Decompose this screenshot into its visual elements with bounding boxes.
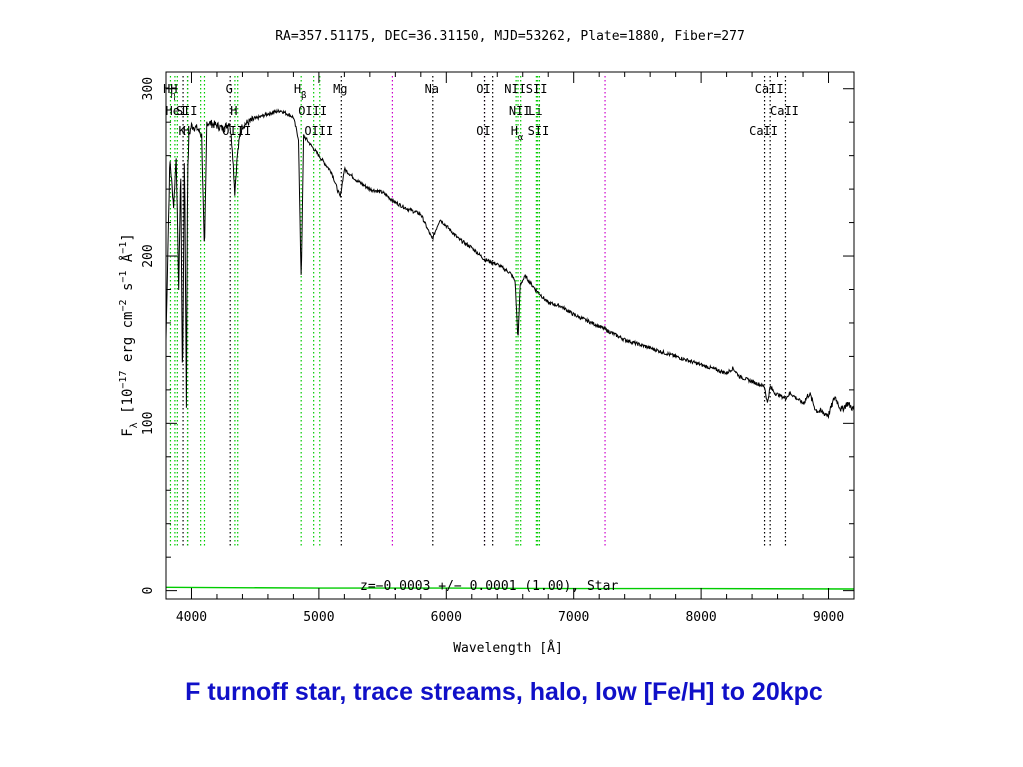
- y-axis-label-part-0: F: [120, 428, 136, 436]
- x-tick-label-4000: 4000: [176, 610, 207, 625]
- y-axis-label-part-9: −1: [118, 242, 129, 254]
- redshift-annotation: z=−0.0003 +/− 0.0001 (1.00), Star: [360, 579, 618, 594]
- y-axis-label-part-2: [10: [120, 389, 136, 423]
- slide-caption: F turnoff star, trace streams, halo, low…: [185, 678, 823, 706]
- x-tick-label-6000: 6000: [431, 610, 462, 625]
- line-label-12: OIII: [298, 104, 327, 118]
- line-label-25: SII: [528, 124, 550, 138]
- y-axis-label-part-10: ]: [120, 233, 136, 241]
- line-label-22: NII: [509, 104, 531, 118]
- line-label-5: SII: [176, 104, 198, 118]
- line-label-18: OI: [476, 124, 490, 138]
- line-label-3: K: [178, 124, 186, 138]
- line-label-29: CaII: [770, 104, 799, 118]
- x-tick-label-9000: 9000: [813, 610, 844, 625]
- chart-title: RA=357.51175, DEC=36.31150, MJD=53262, P…: [275, 29, 745, 44]
- x-axis-label: Wavelength [Å]: [453, 640, 563, 656]
- line-label-9: H: [230, 104, 237, 118]
- y-axis-label-part-6: s: [120, 283, 136, 300]
- x-axis-ticks: 4000 5000 6000 7000 8000 9000: [165, 72, 855, 625]
- y-axis-label-part-3: −17: [118, 371, 129, 389]
- y-axis-ticks: 0 100 200 300: [141, 77, 854, 595]
- line-label-sub-21: α: [518, 133, 524, 143]
- line-label-23: Li: [528, 104, 542, 118]
- line-label-24: SII: [526, 82, 548, 96]
- line-label-13: OIII: [304, 124, 333, 138]
- line-label-16: Na: [425, 82, 439, 96]
- x-tick-label-5000: 5000: [303, 610, 334, 625]
- x-tick-label-7000: 7000: [558, 610, 589, 625]
- y-tick-label-300: 300: [141, 77, 156, 100]
- line-label-27: CaII: [749, 124, 778, 138]
- plot-frame: [165, 71, 855, 600]
- line-label-sub-11: β: [301, 91, 306, 101]
- y-axis-label: Fλ [10−17 erg cm−2 s−1 Å−1]: [118, 233, 140, 437]
- line-label-17: OI: [476, 82, 490, 96]
- line-label-11: Hβ: [294, 82, 307, 101]
- y-axis-label-part-7: −1: [118, 271, 129, 283]
- x-tick-label-8000: 8000: [685, 610, 716, 625]
- line-label-sub-0: η: [170, 91, 175, 101]
- y-axis-label-part-4: erg cm: [120, 312, 136, 371]
- error-spectrum-line: [165, 586, 855, 590]
- line-label-2: HeI: [165, 104, 187, 118]
- y-tick-label-200: 200: [141, 244, 156, 267]
- line-label-28: CaII: [755, 82, 784, 96]
- flux-spectrum-line: [165, 108, 855, 420]
- y-axis-label-part-5: −2: [118, 299, 129, 311]
- y-axis-label-part-1: λ: [129, 422, 140, 428]
- flux-spectrum: [165, 108, 855, 420]
- y-axis-label-part-8: Å: [119, 253, 136, 270]
- line-label-4: H: [183, 124, 190, 138]
- line-label-20: NII: [504, 82, 526, 96]
- line-label-21: Hα: [511, 124, 524, 143]
- y-tick-label-0: 0: [141, 587, 156, 595]
- y-tick-label-100: 100: [141, 412, 156, 435]
- error-spectrum: [165, 586, 855, 590]
- line-label-14: Mg: [333, 82, 347, 96]
- line-label-8: G: [226, 82, 233, 96]
